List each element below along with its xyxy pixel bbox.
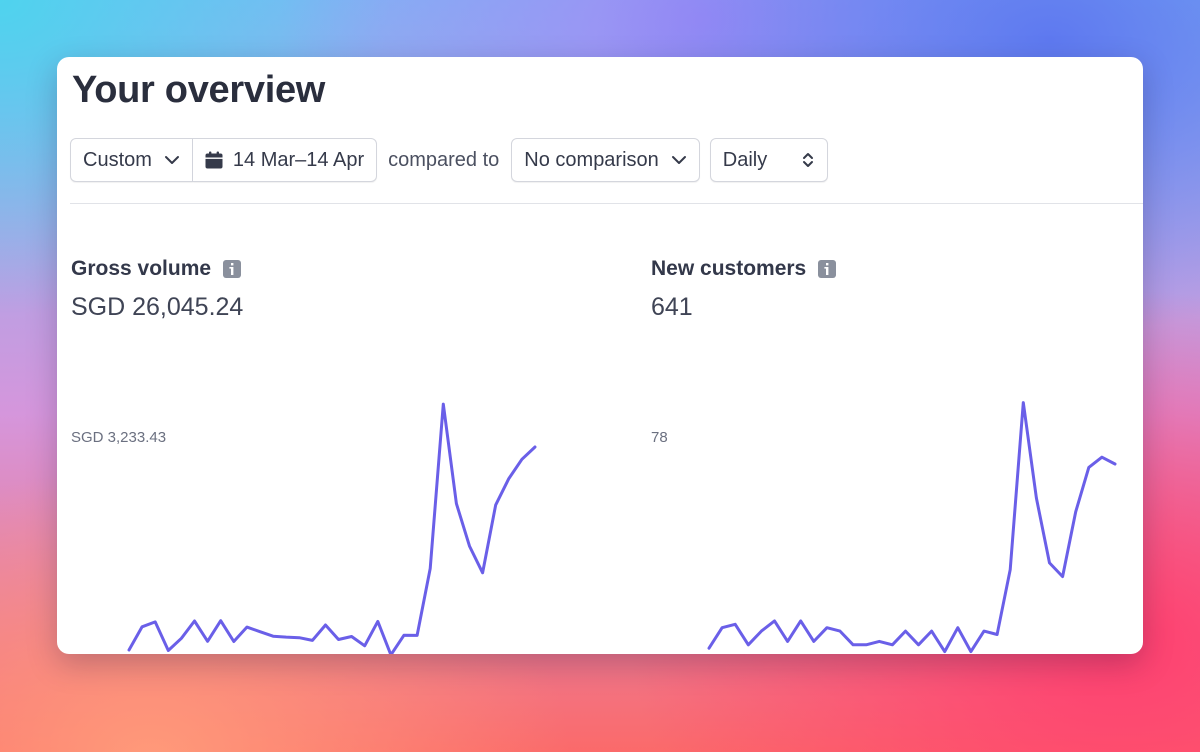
data-point <box>362 643 368 649</box>
data-point <box>1086 464 1092 470</box>
data-point <box>506 476 512 482</box>
y-axis-bottom-label: SGD 0.00 <box>71 651 137 654</box>
info-icon[interactable] <box>818 260 837 278</box>
data-point <box>1047 560 1053 566</box>
data-point <box>732 621 738 627</box>
comparison-label: No comparison <box>524 148 659 171</box>
data-point <box>480 570 486 576</box>
data-point <box>205 638 211 644</box>
metric-title: Gross volume <box>71 257 243 281</box>
chevron-down-icon <box>164 156 179 164</box>
data-point <box>257 629 263 635</box>
data-point <box>863 642 869 648</box>
data-point <box>453 501 459 507</box>
preset-dropdown[interactable]: Custom <box>70 138 193 182</box>
data-point <box>837 628 843 634</box>
data-point <box>414 632 420 638</box>
data-point <box>758 628 764 634</box>
data-point <box>811 638 817 644</box>
metric-value: SGD 26,045.24 <box>71 293 244 321</box>
data-point <box>706 645 712 651</box>
data-point <box>1060 574 1066 580</box>
data-point <box>283 634 289 640</box>
info-icon[interactable] <box>223 260 242 278</box>
data-point <box>719 625 725 631</box>
data-point <box>981 628 987 634</box>
date-range-button[interactable]: 14 Mar–14 Apr <box>192 138 378 182</box>
data-point <box>126 647 132 653</box>
chevron-down-icon <box>671 156 686 164</box>
interval-label: Daily <box>722 148 768 171</box>
data-point <box>218 618 224 624</box>
data-point <box>375 618 381 624</box>
data-point <box>349 634 355 640</box>
gross-volume-metric: Gross volume SGD 26,045.24 <box>71 257 243 322</box>
divider <box>70 203 1143 204</box>
data-point <box>994 632 1000 638</box>
data-point <box>192 618 198 624</box>
metric-title-label[interactable]: New customers <box>651 257 807 280</box>
data-point <box>1033 495 1039 501</box>
overview-card: Your overview Custom 14 Mar–14 Apr compa… <box>57 57 1143 654</box>
preset-label: Custom <box>83 148 152 171</box>
data-point <box>1020 400 1026 406</box>
data-point <box>903 628 909 634</box>
compared-to-label: compared to <box>388 148 500 171</box>
data-point <box>532 444 538 450</box>
metric-value: 641 <box>651 293 693 321</box>
data-point <box>296 635 302 641</box>
data-point <box>178 635 184 641</box>
data-point <box>876 638 882 644</box>
filter-bar: Custom 14 Mar–14 Apr compared to No comp… <box>70 138 828 182</box>
data-point <box>231 639 237 645</box>
date-range-label: 14 Mar–14 Apr <box>232 148 365 171</box>
data-point <box>824 625 830 631</box>
data-point <box>467 543 473 549</box>
new-customers-metric: New customers 641 <box>651 257 837 322</box>
data-point <box>929 628 935 634</box>
data-point <box>850 642 856 648</box>
data-point <box>1112 461 1118 467</box>
up-down-chevron-icon <box>802 153 813 167</box>
metric-title-label[interactable]: Gross volume <box>71 257 212 280</box>
series-line <box>127 402 537 654</box>
data-point <box>798 618 804 624</box>
data-point <box>772 618 778 624</box>
metric-title: New customers <box>651 257 837 281</box>
interval-select[interactable]: Daily <box>709 138 828 182</box>
data-point <box>165 648 171 654</box>
data-point <box>336 637 342 643</box>
data-point <box>139 624 145 630</box>
data-point <box>323 622 329 628</box>
data-point <box>745 642 751 648</box>
data-point <box>309 637 315 643</box>
data-point <box>244 624 250 630</box>
data-point <box>401 632 407 638</box>
page-title: Your overview <box>72 69 326 111</box>
calendar-icon <box>205 151 223 169</box>
data-point <box>270 633 276 639</box>
series-line <box>707 401 1117 654</box>
data-point <box>889 642 895 648</box>
data-point <box>1073 509 1079 515</box>
y-axis-top-label: 78 <box>651 429 668 446</box>
date-filter-group: Custom 14 Mar–14 Apr <box>70 138 378 182</box>
data-point <box>1099 454 1105 460</box>
data-point <box>493 502 499 508</box>
data-point <box>519 456 525 462</box>
y-axis-bottom-label: 0 <box>651 651 659 654</box>
comparison-dropdown[interactable]: No comparison <box>511 138 700 182</box>
data-point <box>152 619 158 625</box>
data-point <box>916 642 922 648</box>
y-axis-top-label: SGD 3,233.43 <box>71 429 166 446</box>
data-point <box>785 638 791 644</box>
data-point <box>440 401 446 407</box>
data-point <box>427 566 433 572</box>
data-point <box>955 625 961 631</box>
data-point <box>1007 567 1013 573</box>
